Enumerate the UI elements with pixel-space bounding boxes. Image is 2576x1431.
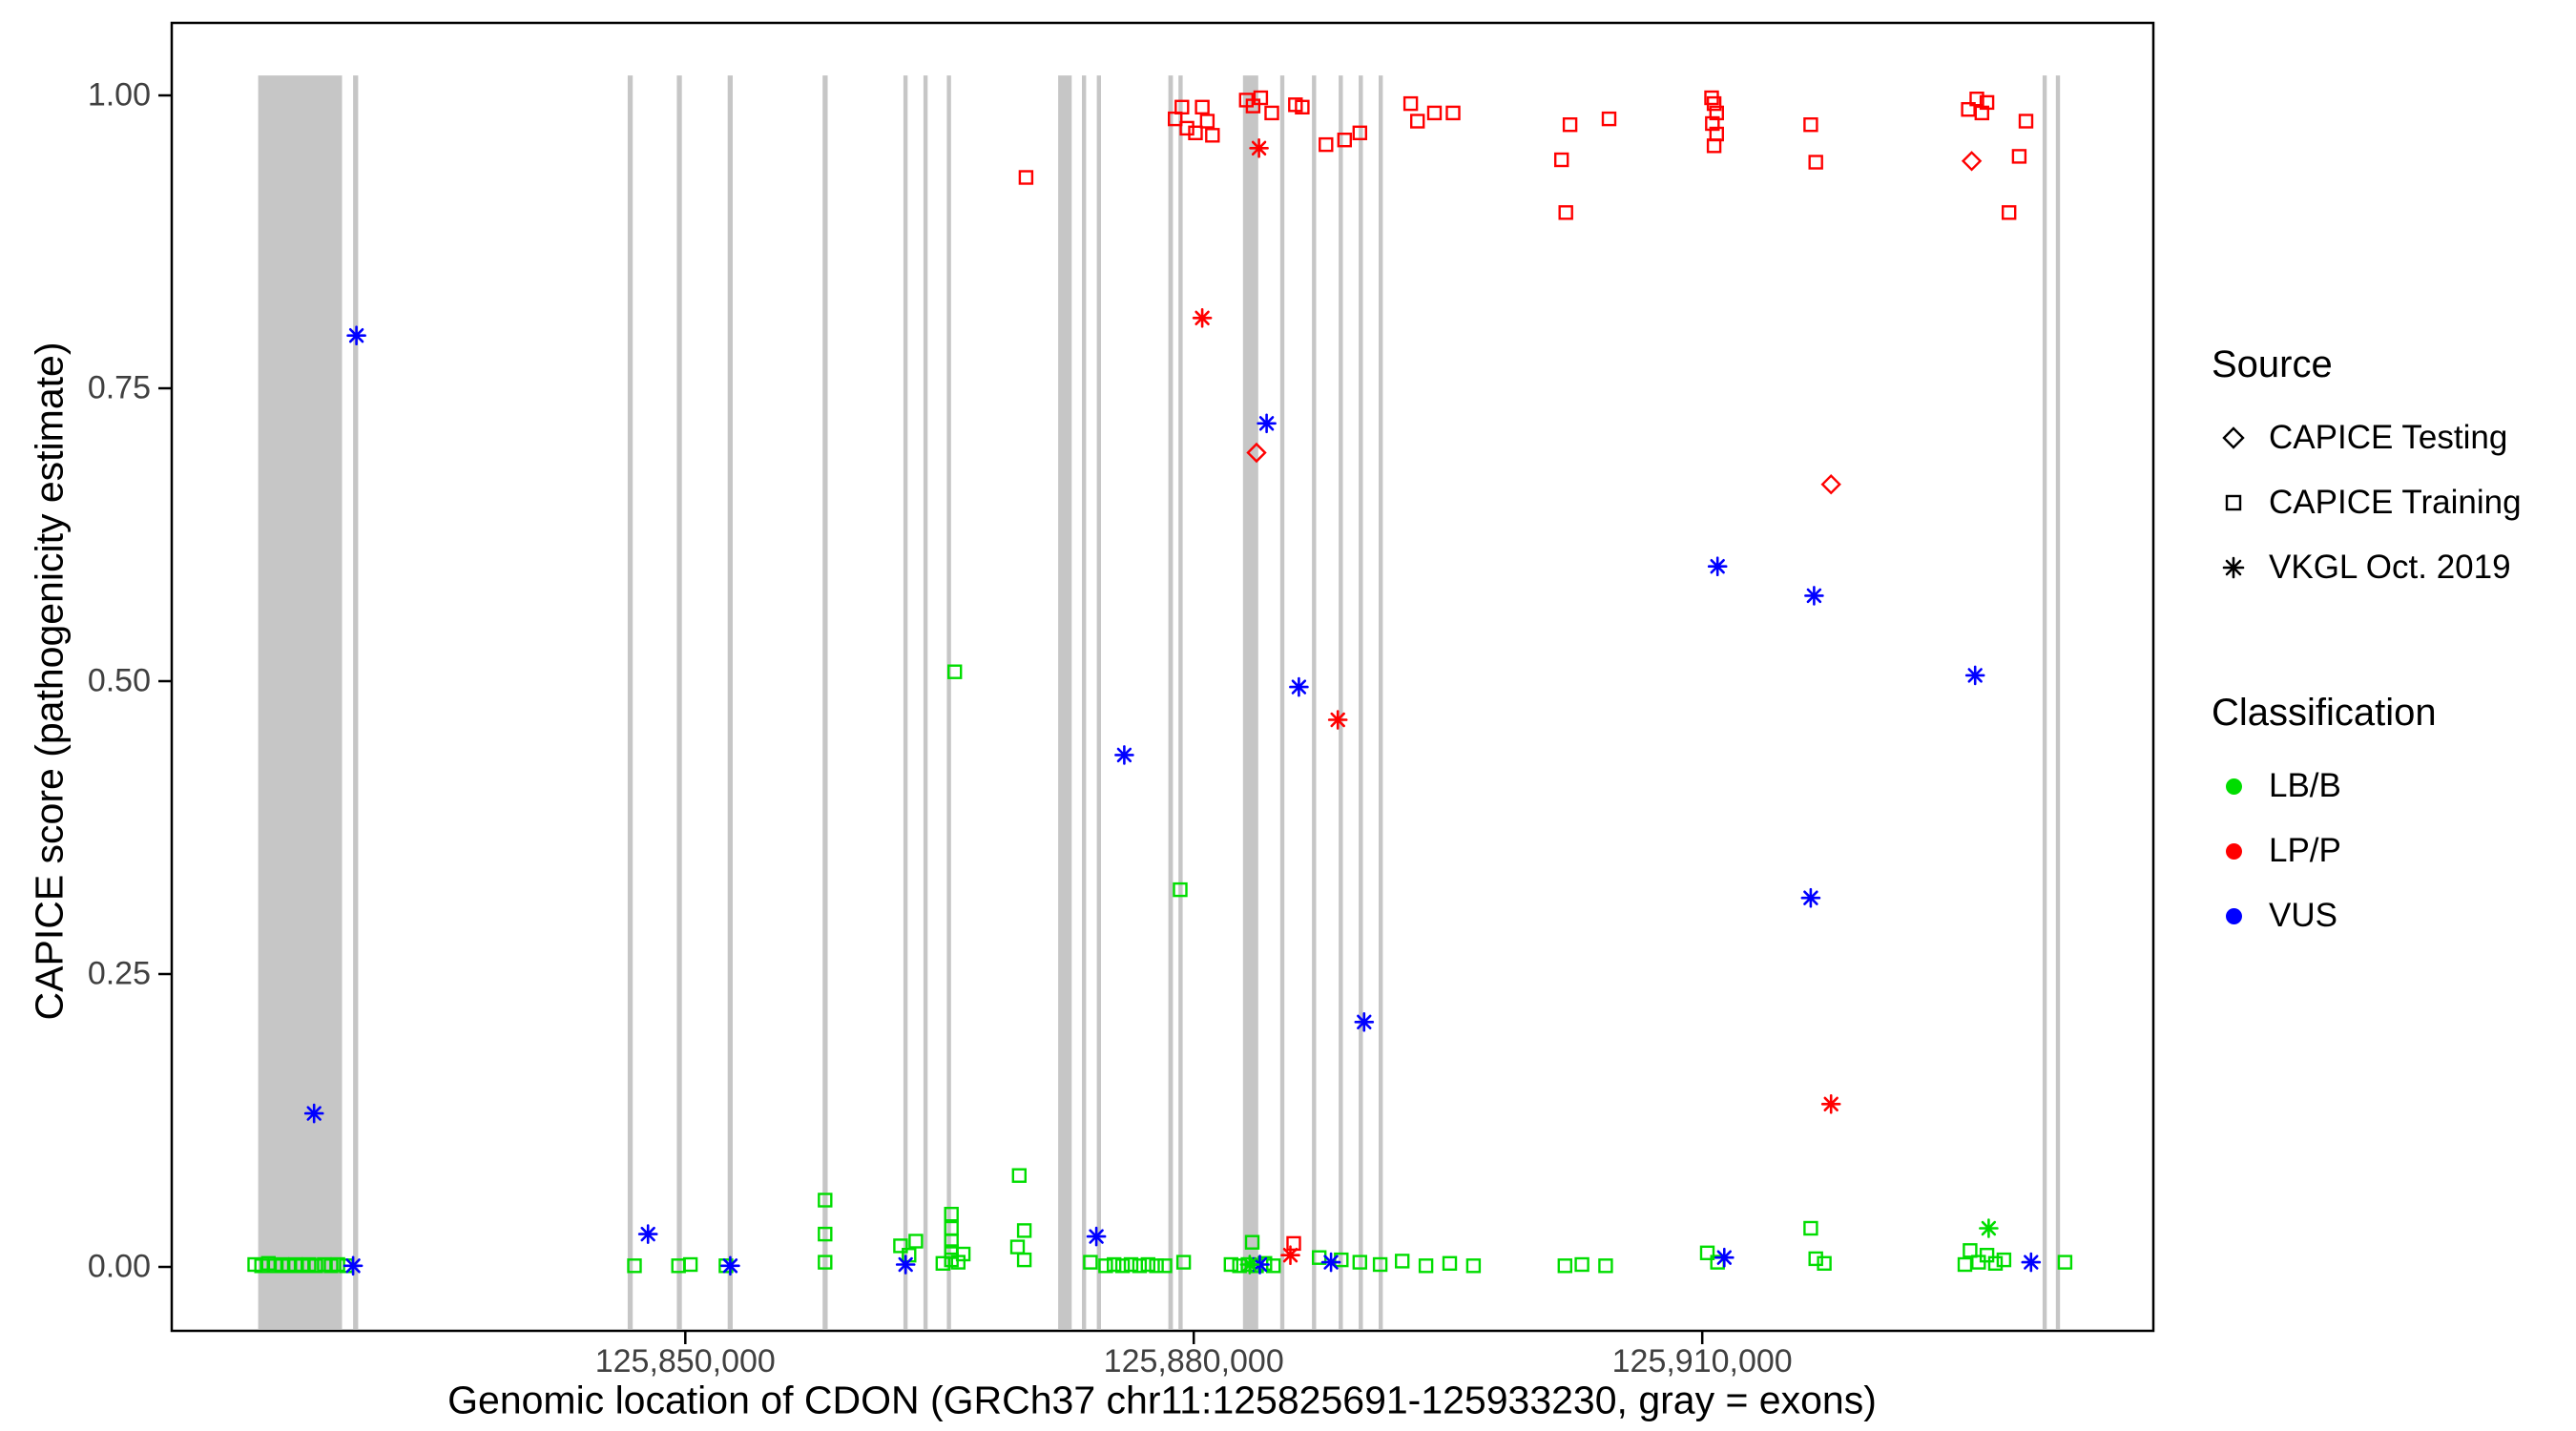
legend-item-label: CAPICE Training — [2269, 484, 2522, 521]
y-tick-label: 0.25 — [87, 955, 151, 992]
legend-item-capice-testing: CAPICE Testing — [2212, 405, 2574, 470]
legend-classification-title: Classification — [2212, 692, 2437, 734]
y-tick-label: 0.00 — [87, 1248, 151, 1285]
panel-border — [170, 21, 2155, 1333]
data-points — [247, 90, 2073, 1276]
x-tick-label: 125,850,000 — [594, 1343, 776, 1379]
legend: Source CAPICE Testing CAPICE Training VK… — [2212, 343, 2574, 948]
lpp-dot-icon — [2225, 842, 2242, 860]
legend-item-capice-training: CAPICE Training — [2212, 470, 2574, 535]
axis-ticks — [158, 93, 1704, 1344]
legend-item-label: LB/B — [2269, 767, 2341, 804]
legend-source: Source CAPICE Testing CAPICE Training VK… — [2212, 343, 2574, 600]
legend-item-label: VUS — [2269, 897, 2337, 934]
legend-classification: Classification LB/B LP/P VUS — [2212, 692, 2574, 948]
legend-item-lpp: LP/P — [2212, 819, 2574, 883]
x-axis-title: Genomic location of CDON (GRCh37 chr11:1… — [447, 1378, 1877, 1422]
legend-item-lbb: LB/B — [2212, 754, 2574, 819]
vus-dot-icon — [2225, 907, 2242, 924]
x-tick-label: 125,880,000 — [1103, 1343, 1284, 1379]
legend-item-label: VKGL Oct. 2019 — [2269, 549, 2511, 586]
y-tick-label: 0.75 — [87, 369, 151, 406]
legend-item-vkgl: VKGL Oct. 2019 — [2212, 535, 2574, 600]
legend-item-label: LP/P — [2269, 832, 2341, 869]
asterisk-icon — [2212, 546, 2255, 590]
y-tick-label: 0.50 — [87, 662, 151, 699]
square-icon — [2212, 481, 2255, 525]
legend-item-label: CAPICE Testing — [2269, 419, 2508, 456]
exon-bands — [258, 75, 2061, 1330]
x-tick-label: 125,910,000 — [1611, 1343, 1793, 1379]
legend-source-title: Source — [2212, 343, 2333, 385]
lbb-dot-icon — [2225, 778, 2242, 795]
legend-item-vus: VUS — [2212, 883, 2574, 948]
y-tick-label: 1.00 — [87, 76, 151, 114]
diamond-icon — [2212, 416, 2255, 460]
